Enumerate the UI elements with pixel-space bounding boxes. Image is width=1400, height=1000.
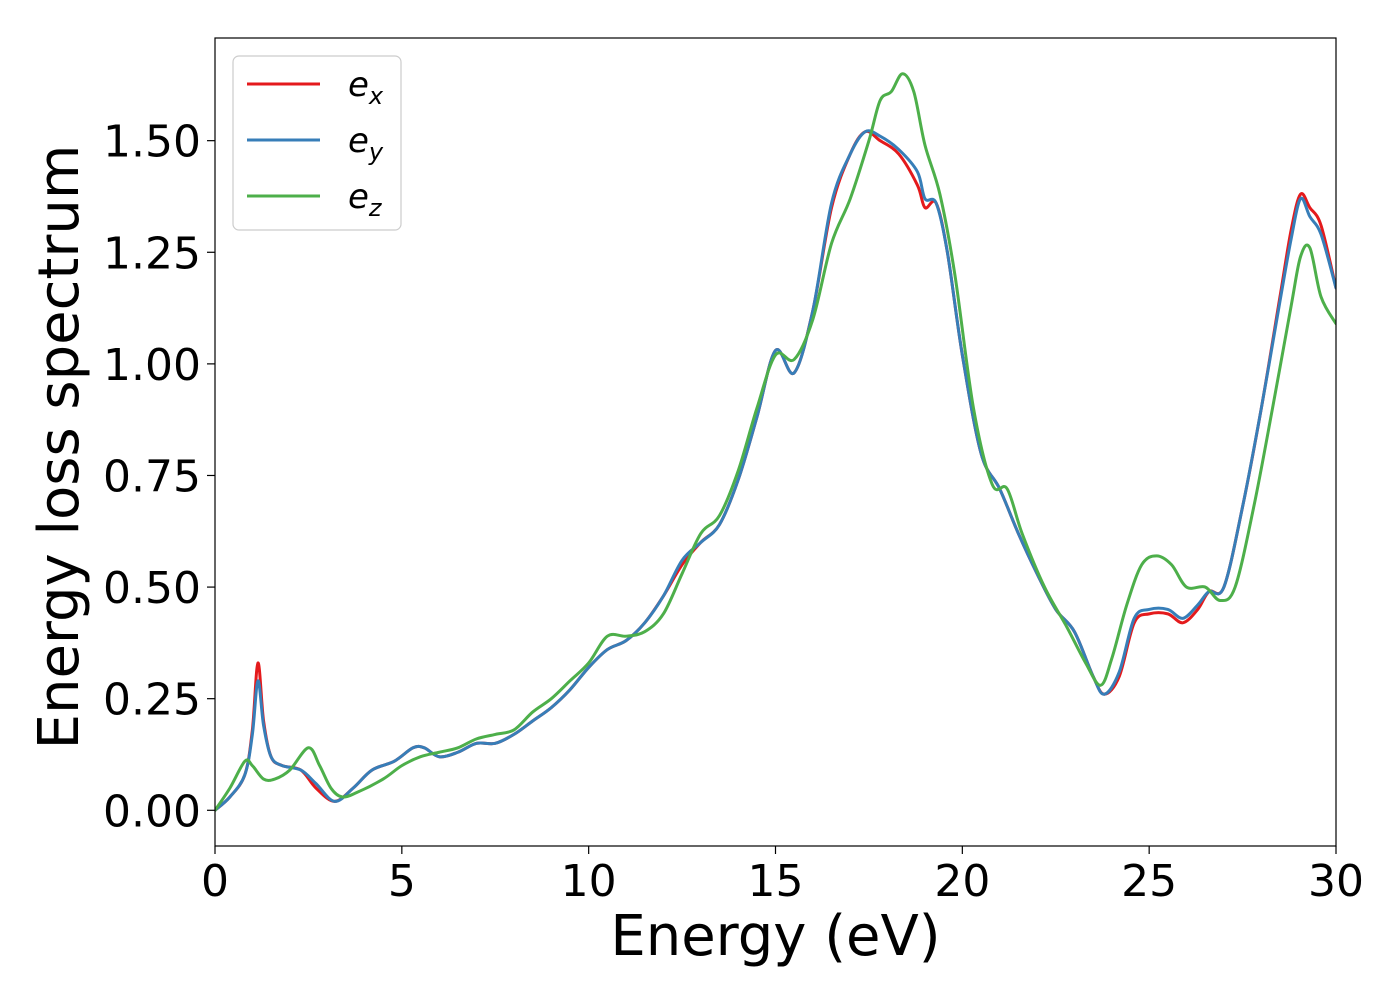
y-tick-label: 0.75 [103, 451, 201, 502]
legend-label-z: ez [348, 177, 383, 222]
legend-label-subscript: x [368, 82, 384, 110]
x-tick-label: 15 [748, 856, 804, 907]
legend-label-x: ex [348, 65, 384, 110]
legend-label-subscript: y [368, 138, 384, 166]
series-lines [215, 72, 1336, 812]
x-tick-label: 25 [1121, 856, 1177, 907]
x-tick-label: 10 [561, 856, 617, 907]
x-tick-label: 0 [201, 856, 229, 907]
y-tick-label: 1.25 [103, 228, 201, 279]
x-axis-ticks: 0 5 10 15 20 25 30 [201, 846, 1364, 907]
x-tick-label: 5 [388, 856, 416, 907]
y-tick-label: 0.50 [103, 563, 201, 614]
y-tick-label: 1.00 [103, 340, 201, 391]
legend-label-subscript: z [368, 194, 383, 222]
legend-frame [232, 55, 402, 231]
legend-label-base: e [348, 65, 369, 105]
y-tick-label: 0.25 [103, 675, 201, 726]
legend-label-base: e [348, 177, 369, 217]
series-line-z [215, 72, 1336, 812]
legend-label-base: e [348, 121, 369, 161]
x-axis-title: Energy (eV) [610, 904, 940, 969]
y-tick-label: 0.00 [103, 786, 201, 837]
x-tick-label: 20 [934, 856, 990, 907]
x-tick-label: 30 [1308, 856, 1364, 907]
y-axis-ticks: 0.00 0.25 0.50 0.75 1.00 1.25 1.50 [103, 117, 215, 837]
y-axis-title: Energy loss spectrum [27, 145, 92, 750]
y-tick-label: 1.50 [103, 117, 201, 168]
legend-label-y: ey [348, 121, 384, 166]
